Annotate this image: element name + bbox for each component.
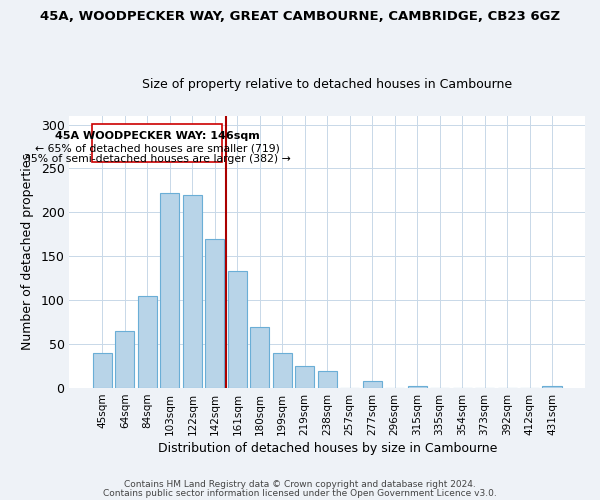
Bar xyxy=(317,370,337,388)
Text: ← 65% of detached houses are smaller (719): ← 65% of detached houses are smaller (71… xyxy=(35,143,280,153)
FancyBboxPatch shape xyxy=(92,124,221,162)
Bar xyxy=(115,331,134,388)
Text: Contains public sector information licensed under the Open Government Licence v3: Contains public sector information licen… xyxy=(103,488,497,498)
Text: 45A WOODPECKER WAY: 146sqm: 45A WOODPECKER WAY: 146sqm xyxy=(55,130,259,140)
Bar xyxy=(228,271,247,388)
Text: 45A, WOODPECKER WAY, GREAT CAMBOURNE, CAMBRIDGE, CB23 6GZ: 45A, WOODPECKER WAY, GREAT CAMBOURNE, CA… xyxy=(40,10,560,23)
Bar xyxy=(295,366,314,388)
X-axis label: Distribution of detached houses by size in Cambourne: Distribution of detached houses by size … xyxy=(158,442,497,455)
Bar xyxy=(542,386,562,388)
Bar xyxy=(160,193,179,388)
Bar xyxy=(273,353,292,388)
Title: Size of property relative to detached houses in Cambourne: Size of property relative to detached ho… xyxy=(142,78,512,91)
Bar xyxy=(138,296,157,388)
Bar xyxy=(362,381,382,388)
Text: 35% of semi-detached houses are larger (382) →: 35% of semi-detached houses are larger (… xyxy=(23,154,290,164)
Bar xyxy=(205,238,224,388)
Bar xyxy=(407,386,427,388)
Y-axis label: Number of detached properties: Number of detached properties xyxy=(21,154,34,350)
Text: Contains HM Land Registry data © Crown copyright and database right 2024.: Contains HM Land Registry data © Crown c… xyxy=(124,480,476,489)
Bar xyxy=(93,353,112,388)
Bar xyxy=(183,195,202,388)
Bar xyxy=(250,328,269,388)
